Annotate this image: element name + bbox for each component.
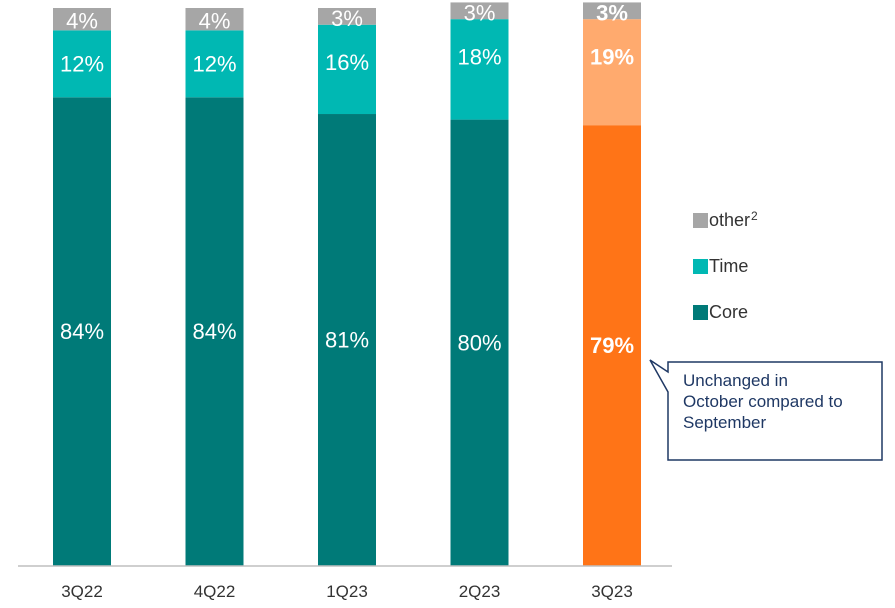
legend-item-time: Time: [693, 254, 758, 278]
category-label-3q23: 3Q23: [591, 582, 633, 601]
bar-segment-time-1q23: [318, 24, 376, 115]
data-label-other-2q23: 3%: [464, 0, 496, 25]
bar-segment-time-3q22: [53, 30, 111, 98]
bar-segment-core-4q22: [185, 97, 244, 566]
legend-footnote-marker: 2: [751, 209, 758, 223]
data-label-other-3q22: 4%: [66, 9, 98, 34]
bar-segment-other-3q23: [583, 2, 641, 20]
legend: other 2 Time Core: [693, 208, 758, 346]
bar-segment-other-4q22: [185, 8, 244, 31]
data-label-time-2q23: 18%: [457, 45, 501, 70]
callout: Unchanged in October compared to Septemb…: [648, 358, 888, 473]
callout-text: Unchanged in October compared to Septemb…: [683, 371, 843, 432]
data-label-core-1q23: 81%: [325, 328, 369, 353]
legend-item-core: Core: [693, 300, 758, 324]
bar-segment-time-3q23: [583, 19, 641, 126]
bars-group: 84% 12% 4% 84% 12% 4% 81% 16% 3% 80% 18% 3% 79% 19% 3%: [53, 0, 641, 567]
legend-label-other: other: [709, 209, 751, 230]
data-label-other-3q23: 3%: [596, 0, 628, 25]
legend-label-core: Core: [709, 301, 749, 322]
data-label-time-3q23: 19%: [590, 45, 634, 70]
bar-segment-core-2q23: [450, 119, 509, 566]
category-label-3q22: 3Q22: [61, 582, 103, 601]
bar-segment-other-1q23: [318, 8, 376, 25]
bar-segment-core-3q23: [583, 125, 641, 567]
data-label-core-4q22: 84%: [192, 319, 236, 344]
legend-swatch-core: [693, 304, 708, 320]
data-label-time-3q22: 12%: [60, 51, 104, 76]
bar-segment-time-4q22: [185, 30, 244, 98]
bar-segment-other-3q22: [53, 8, 111, 31]
callout-shape: [649, 359, 883, 461]
legend-swatch-other: [693, 212, 708, 228]
bar-segment-other-2q23: [450, 2, 509, 20]
category-labels: 3Q22 4Q22 1Q23 2Q23 3Q23: [61, 582, 633, 601]
category-label-1q23: 1Q23: [326, 582, 368, 601]
legend-label-time: Time: [709, 255, 749, 276]
category-label-2q23: 2Q23: [459, 582, 501, 601]
legend-item-other: other 2: [693, 208, 758, 232]
bar-segment-time-2q23: [450, 19, 509, 120]
data-label-core-3q22: 84%: [60, 319, 104, 344]
data-label-core-3q23: 79%: [590, 333, 634, 358]
data-label-core-2q23: 80%: [457, 330, 501, 355]
bar-segment-core-3q22: [53, 97, 111, 566]
data-label-other-1q23: 3%: [331, 6, 363, 31]
data-label-time-1q23: 16%: [325, 50, 369, 75]
data-label-time-4q22: 12%: [192, 51, 236, 76]
bar-segment-core-1q23: [318, 114, 376, 567]
legend-swatch-time: [693, 258, 708, 274]
data-label-other-4q22: 4%: [199, 9, 231, 34]
category-label-4q22: 4Q22: [194, 582, 236, 601]
